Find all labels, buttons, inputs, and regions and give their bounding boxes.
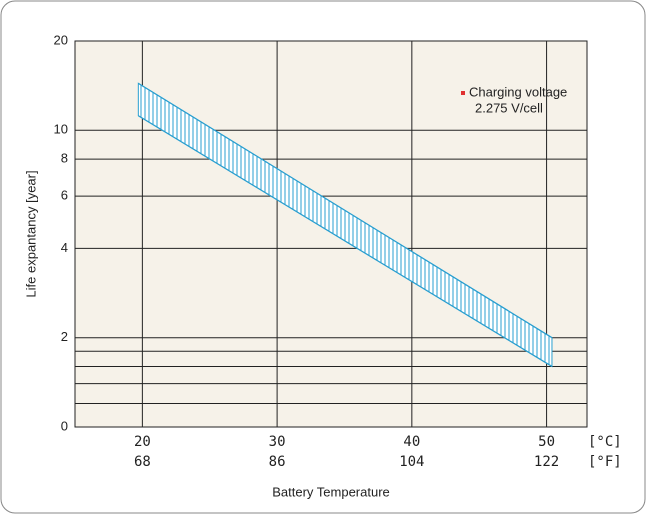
- y-tick-label: 4: [61, 240, 68, 255]
- x-tick-label-f: 86: [269, 454, 286, 470]
- x-unit-c: [°C]: [588, 434, 622, 450]
- x-tick-label-f: 68: [134, 454, 151, 470]
- x-tick-label: 30: [269, 434, 286, 450]
- x-tick-label-f: 104: [399, 454, 424, 470]
- x-unit-f: [°F]: [588, 454, 622, 470]
- band-lower: [138, 115, 553, 367]
- y-tick-label: 10: [54, 122, 68, 137]
- legend-text: 2.275 V/cell: [475, 100, 543, 115]
- y-tick-label: 2: [61, 329, 68, 344]
- legend-marker: [461, 91, 465, 95]
- x-tick-label-f: 122: [534, 454, 559, 470]
- y-tick-label: 20: [54, 32, 68, 47]
- y-tick-label: 6: [61, 188, 68, 203]
- x-axis-title: Battery Temperature: [272, 484, 390, 499]
- legend-text: Charging voltage: [469, 84, 567, 99]
- x-tick-label: 20: [134, 434, 151, 450]
- band-upper: [138, 82, 553, 339]
- x-tick-label: 50: [538, 434, 555, 450]
- y-tick-label: 0: [61, 418, 68, 433]
- x-tick-label: 40: [403, 434, 420, 450]
- y-axis-title: Life expantancy [year]: [23, 170, 38, 297]
- y-tick-label: 8: [61, 151, 68, 166]
